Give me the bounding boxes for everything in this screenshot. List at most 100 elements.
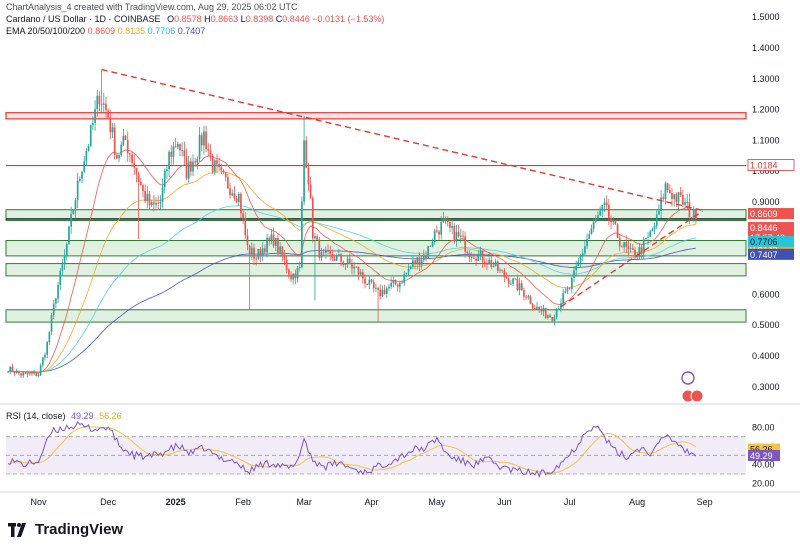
candle-body	[503, 270, 506, 278]
support-zone	[5, 309, 747, 323]
candle-body	[183, 150, 186, 157]
ohlc-change: −0.0131 (−1.53%)	[312, 14, 385, 24]
candle-body	[625, 242, 628, 247]
candle-body	[198, 135, 201, 159]
candle-body	[109, 117, 112, 133]
candle-body	[488, 259, 490, 265]
descending-trendline	[101, 68, 703, 211]
ema-legend[interactable]: EMA 20/50/100/200 0.8609 0.8135 0.7706 0…	[6, 26, 205, 37]
candle-body	[473, 257, 475, 259]
ema100-value: 0.7706	[147, 26, 176, 36]
candle-body	[538, 306, 541, 310]
candle-body	[512, 278, 514, 284]
candle-body	[52, 303, 55, 315]
candle-body	[520, 283, 523, 291]
candle-body	[196, 158, 199, 163]
candle-body	[451, 226, 453, 228]
candle-body	[464, 236, 467, 252]
price-label-badge	[748, 242, 794, 254]
candle-body	[496, 261, 499, 271]
price-label-badge	[748, 235, 794, 247]
candle-body	[440, 221, 443, 235]
candle-body	[246, 235, 249, 246]
candle-body	[462, 235, 464, 237]
rsi-axis-tick-label: 80.00	[752, 422, 775, 432]
candle-body	[277, 237, 279, 253]
candle-body	[150, 202, 153, 206]
candle-body	[368, 279, 371, 285]
candle-body	[653, 225, 656, 230]
candle-body	[153, 202, 155, 205]
rsi-legend[interactable]: RSI (14, close) 49.29 56.26	[6, 411, 122, 422]
candle-body	[59, 270, 62, 285]
candle-body	[688, 202, 691, 218]
candle-body	[301, 201, 303, 268]
candle-body	[98, 95, 101, 105]
candle-body	[673, 194, 676, 199]
candle-body	[129, 153, 131, 155]
credit-line: ChartAnalysis_4 created with TradingView…	[6, 2, 298, 12]
candle-body	[442, 218, 445, 222]
candle-body	[74, 200, 77, 211]
candle-body	[55, 298, 57, 304]
candle-body	[586, 238, 588, 247]
candle-body	[490, 259, 493, 267]
candle-body	[94, 109, 96, 124]
candle-body	[63, 255, 66, 265]
candle-body	[444, 218, 447, 220]
candle-body	[655, 214, 658, 226]
candle-body	[240, 193, 242, 214]
candle-body	[26, 372, 29, 375]
candle-body	[324, 250, 327, 253]
candle-body	[364, 278, 366, 284]
candle-body	[78, 178, 81, 181]
candle-body	[690, 217, 693, 219]
candle-body	[436, 230, 438, 232]
candle-body	[692, 210, 695, 218]
ema-legend-label: EMA 20/50/100/200	[6, 26, 86, 36]
candle-body	[148, 193, 151, 206]
ohlc-close: 0.8446	[282, 14, 310, 24]
candle-body	[218, 164, 221, 168]
candle-body	[13, 371, 16, 374]
support-zone	[5, 263, 747, 277]
candle-body	[174, 146, 177, 148]
candle-body	[479, 250, 482, 254]
candle-body	[562, 292, 564, 304]
tradingview-logo[interactable]: TradingView	[8, 521, 123, 538]
candle-body	[72, 210, 75, 215]
candle-body	[159, 201, 162, 204]
candle-body	[205, 131, 207, 150]
candle-body	[581, 253, 584, 257]
candle-body	[686, 202, 689, 203]
time-axis-tick-label: Jun	[497, 497, 512, 507]
candle-body	[370, 279, 373, 282]
candle-body	[190, 161, 192, 172]
candle-body	[100, 104, 103, 106]
candle-body	[144, 190, 147, 202]
price-axis-tick-label: 1.4000	[752, 43, 780, 53]
candle-body	[329, 251, 332, 254]
candle-body	[11, 366, 14, 372]
candle-body	[137, 173, 140, 182]
candle-body	[544, 307, 547, 318]
time-axis-tick-label: Dec	[100, 497, 117, 507]
candle-body	[9, 366, 12, 372]
candle-body	[22, 372, 25, 376]
candle-body	[662, 197, 665, 199]
candle-body	[44, 354, 46, 358]
candle-body	[494, 261, 497, 267]
event-icon	[690, 389, 704, 403]
candle-body	[176, 143, 179, 148]
rsi-label-rsi_ma: 56.26	[750, 444, 773, 454]
candle-body	[608, 204, 610, 219]
candle-body	[279, 246, 281, 253]
candle-body	[695, 210, 697, 220]
candle-body	[235, 198, 238, 203]
candle-body	[651, 229, 654, 232]
candle-body	[427, 245, 430, 259]
candle-body	[290, 274, 292, 280]
candle-body	[457, 232, 460, 236]
candle-body	[658, 210, 660, 215]
